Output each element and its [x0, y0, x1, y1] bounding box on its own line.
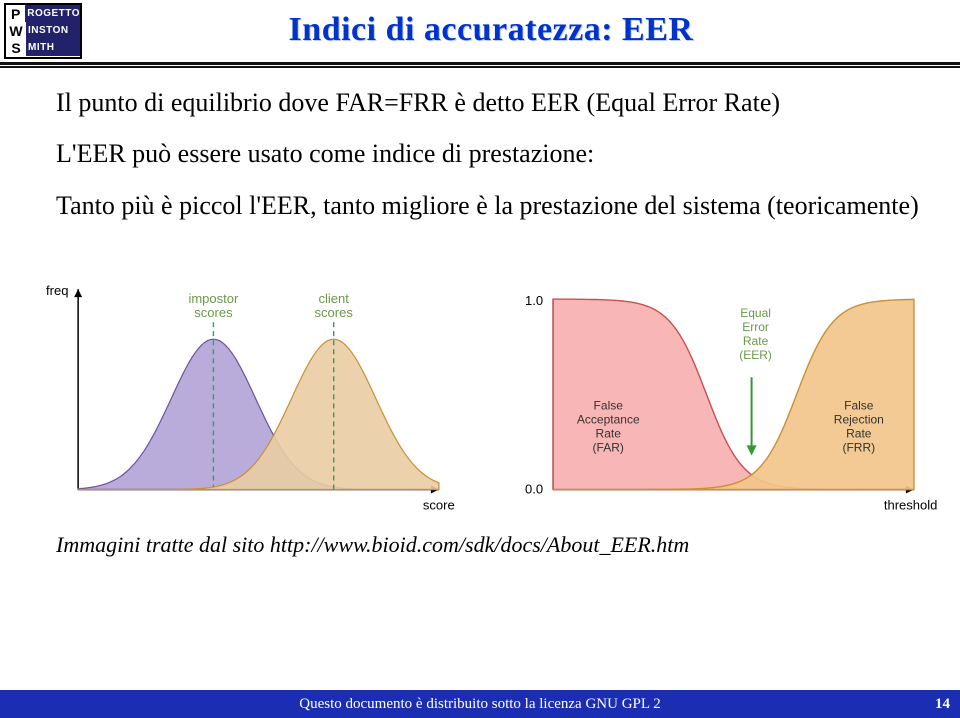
- svg-text:(FRR): (FRR): [842, 440, 875, 454]
- svg-text:impostor: impostor: [188, 291, 239, 306]
- project-logo: PROGETTO WINSTON SMITH: [4, 3, 82, 59]
- svg-text:Error: Error: [742, 320, 769, 334]
- logo-letter: P: [6, 5, 25, 22]
- logo-text: INSTON: [26, 22, 80, 39]
- svg-text:threshold: threshold: [884, 497, 938, 512]
- svg-text:0.0: 0.0: [525, 481, 543, 496]
- footer-bar: Questo documento è distribuito sotto la …: [0, 690, 960, 718]
- svg-text:Rate: Rate: [743, 334, 769, 348]
- svg-text:Acceptance: Acceptance: [577, 412, 640, 426]
- figure-rates: 1.00.0thresholdFalseAcceptanceRate(FAR)F…: [499, 254, 940, 515]
- figure-distribution: freqscoreimpostorscoresclientscores: [28, 254, 469, 515]
- svg-text:Rejection: Rejection: [834, 412, 884, 426]
- paragraph: Il punto di equilibrio dove FAR=FRR è de…: [56, 86, 920, 119]
- page-number: 14: [935, 696, 950, 713]
- logo-letter: S: [6, 39, 26, 56]
- logo-text: ROGETTO: [25, 5, 80, 22]
- paragraph: Tanto più è piccol l'EER, tanto migliore…: [56, 189, 920, 222]
- logo-text: MITH: [26, 39, 80, 56]
- slide-title: Indici di accuratezza: EER: [82, 11, 960, 49]
- svg-text:False: False: [594, 398, 624, 412]
- svg-text:scores: scores: [315, 305, 354, 320]
- paragraph: L'EER può essere usato come indice di pr…: [56, 137, 920, 170]
- svg-text:(FAR): (FAR): [593, 440, 624, 454]
- svg-text:1.0: 1.0: [525, 293, 543, 308]
- svg-text:False: False: [844, 398, 874, 412]
- svg-text:Rate: Rate: [596, 426, 622, 440]
- svg-text:(EER): (EER): [739, 348, 772, 362]
- figure-caption: Immagini tratte dal sito http://www.bioi…: [0, 514, 960, 558]
- footer-text: Questo documento è distribuito sotto la …: [299, 696, 660, 713]
- svg-text:scores: scores: [194, 305, 233, 320]
- svg-text:score: score: [423, 497, 455, 512]
- svg-text:freq: freq: [46, 283, 68, 298]
- svg-text:Equal: Equal: [740, 306, 771, 320]
- body-text: Il punto di equilibrio dove FAR=FRR è de…: [0, 68, 960, 222]
- logo-letter: W: [6, 22, 26, 39]
- svg-text:client: client: [318, 291, 349, 306]
- svg-text:Rate: Rate: [846, 426, 872, 440]
